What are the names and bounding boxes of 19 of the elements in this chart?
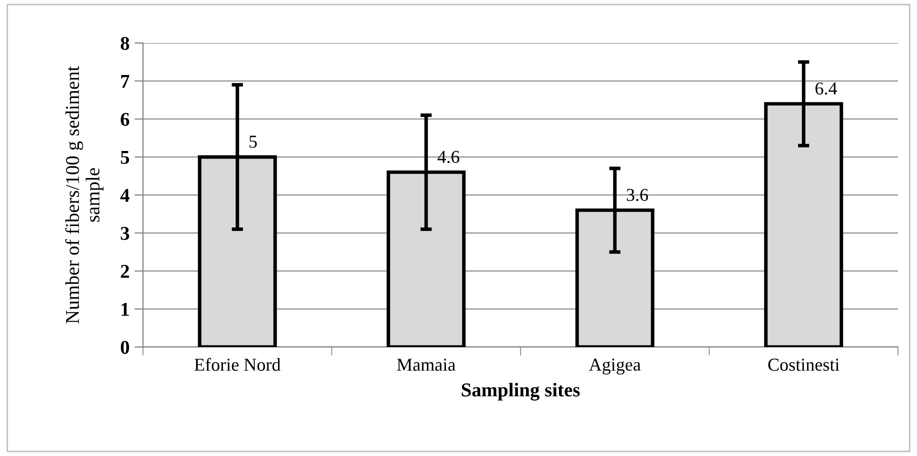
x-tick-label: Agigea	[588, 358, 641, 374]
data-label: 6.4	[816, 82, 838, 95]
y-tick-label: 1	[122, 302, 129, 316]
data-label: 5	[250, 136, 257, 148]
y-tick-label: 2	[120, 264, 129, 278]
y-tick-label: 4	[120, 188, 130, 202]
x-tick-label: Eforie Nord	[194, 358, 281, 371]
data-label: 3.6	[626, 188, 648, 202]
y-tick-label: 0	[120, 340, 130, 354]
y-tick-label: 8	[120, 36, 130, 50]
y-axis-title: Number of fibers/100 g sediment sample	[65, 66, 104, 324]
x-tick-label: Costinesti	[768, 358, 840, 371]
x-axis-title: Sampling sites	[462, 382, 580, 401]
y-tick-label: 3	[120, 226, 130, 240]
y-tick-label: 7	[121, 75, 130, 88]
data-label: 4.6	[438, 150, 460, 164]
y-tick-label: 5	[120, 151, 130, 164]
y-tick-label: 6	[120, 112, 130, 126]
x-tick-label: Mamaia	[397, 358, 456, 371]
